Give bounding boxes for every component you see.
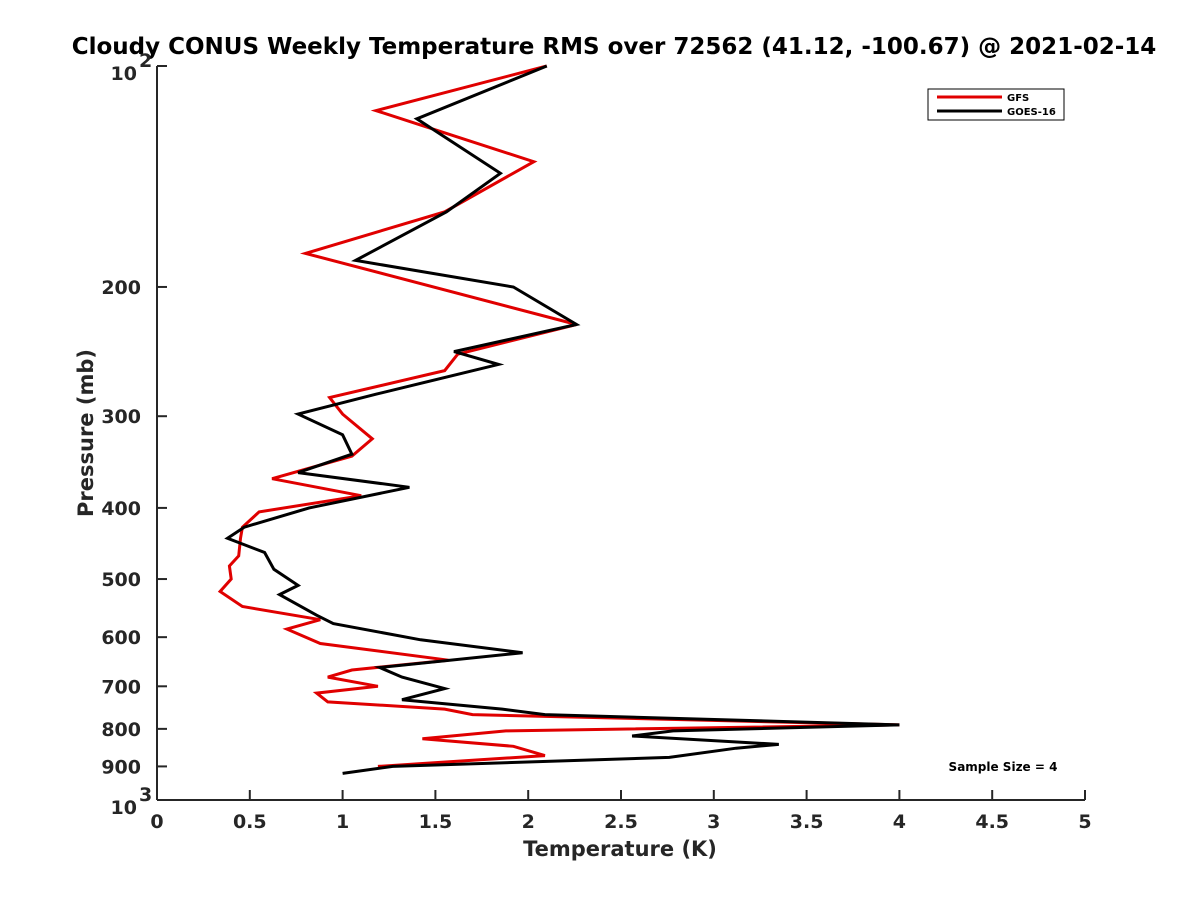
x-tick-label: 3.5: [790, 811, 824, 833]
y-tick-label: 600: [101, 627, 141, 649]
x-tick-label: 2.5: [604, 811, 638, 833]
x-tick-label: 5: [1078, 811, 1091, 833]
x-tick-label: 2: [522, 811, 535, 833]
y-tick-exponent: 3: [139, 784, 152, 806]
y-tick-label: 700: [101, 676, 141, 698]
legend: GFS GOES-16: [927, 88, 1065, 121]
y-tick-label: 10: [111, 63, 137, 85]
series-line-gfs: [217, 64, 900, 768]
y-tick-label: 800: [101, 719, 141, 741]
y-tick-label: 400: [101, 498, 141, 520]
x-tick-label: 3: [707, 811, 720, 833]
y-tick-label: 200: [101, 277, 141, 299]
series-line-goes-16: [224, 64, 900, 775]
sample-size-annotation: Sample Size = 4: [949, 760, 1058, 774]
plot-area: 0 0.5 1 1.5 2 2.5 3 3.5 4 4.5 51022003004005006007…: [101, 50, 1091, 833]
x-tick-label: 4: [893, 811, 906, 833]
y-tick-label: 500: [101, 569, 141, 591]
legend-label: GFS: [1007, 93, 1029, 104]
x-axis-title: Temperature (K): [523, 837, 717, 861]
y-tick-exponent: 2: [139, 50, 152, 72]
y-axis-title: Pressure (mb): [74, 349, 98, 517]
y-tick-label: 300: [101, 406, 141, 428]
x-tick-label: 0: [150, 811, 163, 833]
y-tick-label: 10: [111, 797, 137, 819]
x-tick-label: 1: [336, 811, 349, 833]
chart-title: Cloudy CONUS Weekly Temperature RMS over…: [72, 34, 1157, 60]
x-tick-label: 0.5: [233, 811, 267, 833]
legend-label: GOES-16: [1007, 107, 1056, 118]
x-tick-label: 4.5: [975, 811, 1009, 833]
x-tick-label: 1.5: [419, 811, 453, 833]
y-tick-label: 900: [101, 756, 141, 778]
legend-box: [927, 88, 1065, 121]
